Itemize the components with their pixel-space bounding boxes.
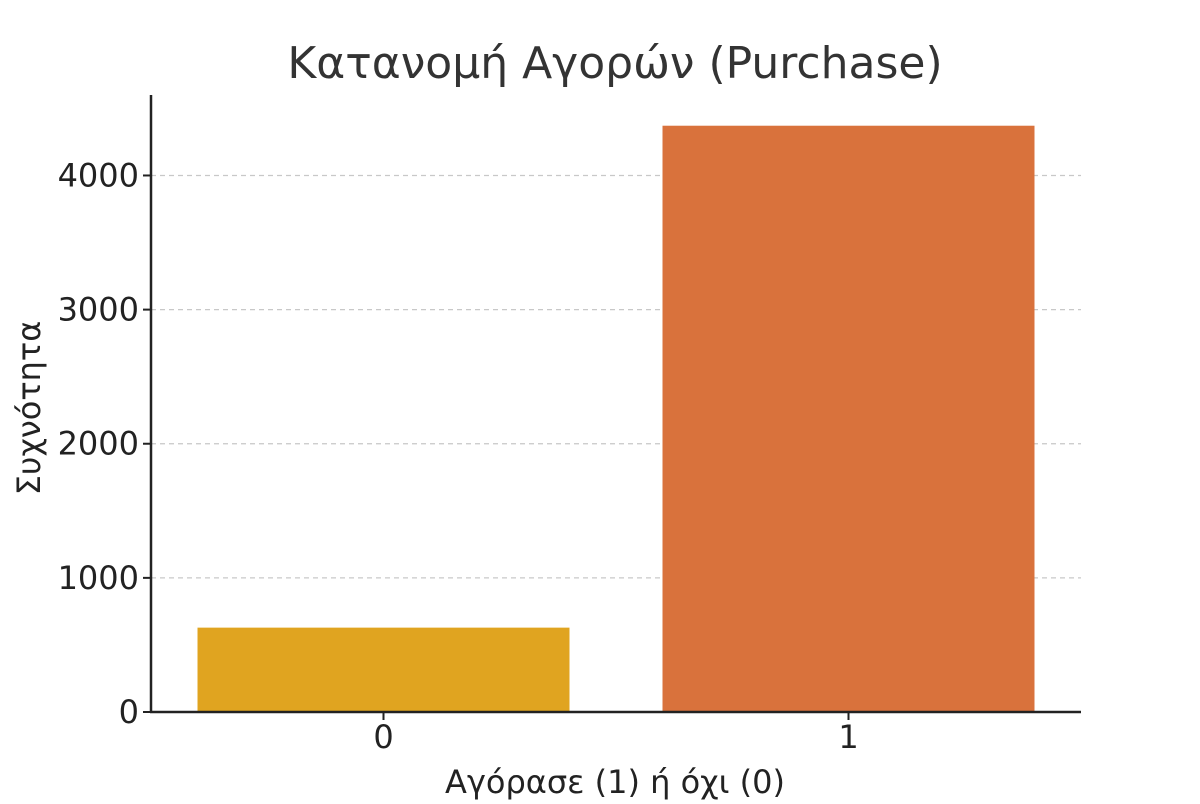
y-tick-label: 2000 xyxy=(58,425,139,463)
y-tick-label: 4000 xyxy=(58,156,139,194)
y-tick-label: 3000 xyxy=(58,291,139,329)
chart-title: Κατανομή Αγορών (Purchase) xyxy=(287,38,942,89)
y-tick-label: 1000 xyxy=(58,559,139,597)
y-tick-label: 0 xyxy=(119,693,139,731)
x-axis-label: Αγόρασε (1) ή όχι (0) xyxy=(445,763,785,800)
y-ticks: 0 1000 2000 3000 4000 xyxy=(58,156,151,731)
bar-0 xyxy=(197,627,570,712)
x-tick-label: 1 xyxy=(838,718,858,756)
bar-1 xyxy=(662,125,1035,712)
y-axis-label: Συχνότητα xyxy=(10,321,48,496)
bars xyxy=(197,125,1035,712)
x-tick-label: 0 xyxy=(373,718,393,756)
